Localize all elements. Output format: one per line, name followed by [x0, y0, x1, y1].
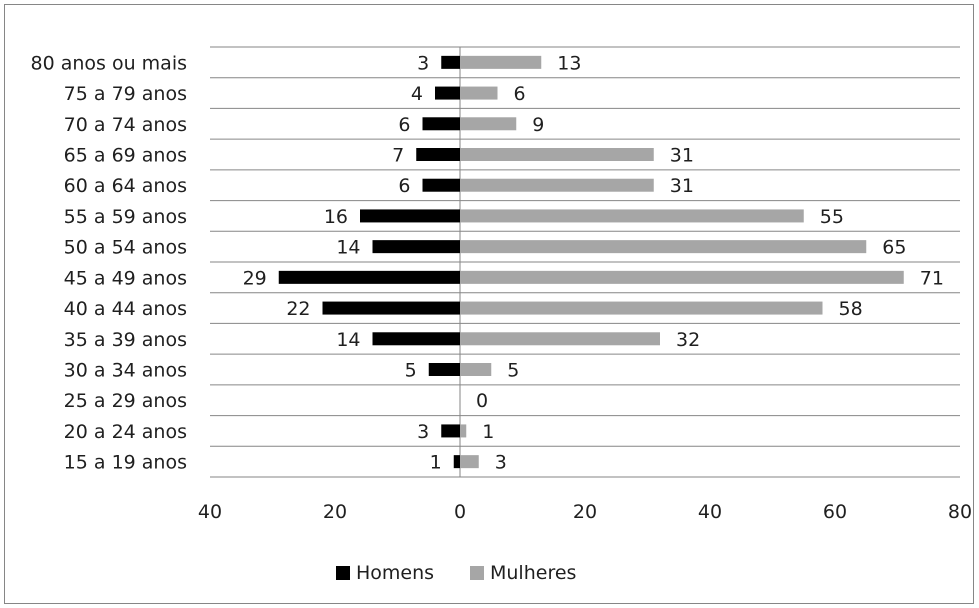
- value-label-homens: 14: [336, 237, 360, 259]
- bar-mulheres: [460, 240, 867, 254]
- category-label: 65 a 69 anos: [64, 145, 187, 167]
- value-label-homens: 3: [417, 421, 429, 443]
- value-label-mulheres: 3: [495, 452, 507, 474]
- bar-mulheres: [460, 148, 654, 161]
- value-label-mulheres: 9: [532, 114, 544, 136]
- legend-swatch-homens: [336, 566, 350, 580]
- value-label-mulheres: 31: [670, 145, 694, 167]
- value-label-mulheres: 5: [507, 360, 519, 382]
- x-tick-label: 20: [323, 501, 347, 523]
- value-label-mulheres: 0: [476, 390, 488, 412]
- bar-homens: [322, 301, 460, 315]
- value-label-homens: 6: [398, 175, 410, 197]
- value-label-homens: 5: [405, 360, 417, 382]
- legend-label-homens: Homens: [356, 562, 434, 584]
- x-axis: 40 20 0 20 40 60 80: [198, 501, 972, 523]
- bar-homens: [441, 55, 460, 69]
- bar-homens: [278, 270, 460, 284]
- category-label: 35 a 39 anos: [64, 329, 187, 351]
- bar-homens: [372, 240, 460, 254]
- category-label: 50 a 54 anos: [64, 237, 187, 259]
- category-label: 40 a 44 anos: [64, 298, 187, 320]
- bars: [278, 55, 904, 469]
- x-tick-label: 40: [698, 501, 722, 523]
- value-label-homens: 1: [430, 452, 442, 474]
- value-label-mulheres: 1: [482, 421, 494, 443]
- value-label-homens: 6: [398, 114, 410, 136]
- bar-mulheres: [460, 178, 654, 192]
- value-label-homens: 3: [417, 52, 429, 74]
- bar-homens: [422, 178, 460, 192]
- value-label-mulheres: 32: [676, 329, 700, 351]
- value-label-mulheres: 65: [882, 237, 906, 259]
- category-label: 20 a 24 anos: [64, 421, 187, 443]
- value-label-mulheres: 13: [557, 52, 581, 74]
- category-label: 15 a 19 anos: [64, 452, 187, 474]
- grid-lines: [210, 46, 960, 478]
- x-tick-label: 80: [948, 501, 972, 523]
- value-label-mulheres: 58: [839, 298, 863, 320]
- category-label: 30 a 34 anos: [64, 360, 187, 382]
- bar-homens: [428, 363, 460, 376]
- bar-mulheres: [460, 363, 492, 376]
- category-labels: 80 anos ou mais 75 a 79 anos 70 a 74 anos 6…: [31, 52, 188, 473]
- value-label-homens: 22: [286, 298, 310, 320]
- bar-mulheres: [460, 270, 904, 284]
- bar-homens: [453, 455, 460, 469]
- category-label: 55 a 59 anos: [64, 206, 187, 228]
- value-label-mulheres: 31: [670, 175, 694, 197]
- x-tick-label: 20: [573, 501, 597, 523]
- category-label: 75 a 79 anos: [64, 83, 187, 105]
- value-label-homens: 14: [336, 329, 360, 351]
- bar-mulheres: [460, 455, 479, 469]
- bar-mulheres: [460, 117, 517, 131]
- bar-mulheres: [460, 332, 660, 346]
- value-label-homens: 7: [392, 145, 404, 167]
- category-label: 70 a 74 anos: [64, 114, 187, 136]
- legend-swatch-mulheres: [470, 566, 484, 580]
- legend: Homens Mulheres: [336, 562, 576, 584]
- value-label-mulheres: 71: [920, 267, 944, 289]
- x-tick-label: 40: [198, 501, 222, 523]
- bar-homens: [422, 117, 460, 131]
- bar-homens: [372, 332, 460, 346]
- value-label-mulheres: 6: [514, 83, 526, 105]
- value-label-homens: 4: [411, 83, 423, 105]
- value-label-homens: 29: [243, 267, 267, 289]
- category-label: 60 a 64 anos: [64, 175, 187, 197]
- bar-homens: [416, 148, 460, 161]
- value-label-homens: 16: [324, 206, 348, 228]
- bar-mulheres: [460, 86, 498, 100]
- bar-mulheres: [460, 55, 542, 69]
- value-label-mulheres: 55: [820, 206, 844, 228]
- category-label: 80 anos ou mais: [31, 52, 188, 74]
- category-label: 45 a 49 anos: [64, 267, 187, 289]
- bar-mulheres: [460, 424, 467, 438]
- category-label: 25 a 29 anos: [64, 390, 187, 412]
- x-tick-label: 60: [823, 501, 847, 523]
- legend-label-mulheres: Mulheres: [490, 562, 576, 584]
- bar-homens: [435, 86, 460, 100]
- bar-homens: [360, 209, 460, 223]
- bar-homens: [441, 424, 460, 438]
- bar-mulheres: [460, 301, 823, 315]
- bar-mulheres: [460, 209, 804, 223]
- x-tick-label: 0: [454, 501, 466, 523]
